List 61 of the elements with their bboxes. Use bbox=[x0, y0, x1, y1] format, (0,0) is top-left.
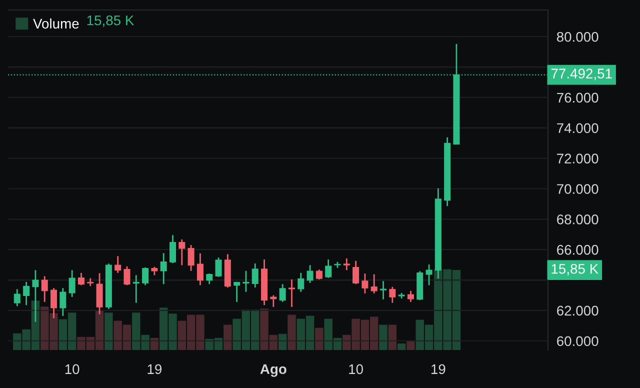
candlestick bbox=[160, 252, 167, 285]
candlestick bbox=[178, 238, 186, 266]
y-tick-label: 66.000 bbox=[557, 244, 598, 255]
candlestick bbox=[60, 287, 66, 317]
candlestick bbox=[279, 283, 286, 303]
ref-line-label: 77.492,51 bbox=[551, 68, 612, 80]
candlestick bbox=[407, 290, 414, 303]
bar bbox=[379, 324, 388, 350]
candlestick bbox=[298, 272, 304, 293]
bar bbox=[104, 312, 113, 350]
candlestick bbox=[316, 268, 322, 280]
bar bbox=[278, 334, 287, 350]
y2-tick-label: 15,85 K bbox=[552, 264, 598, 276]
annotation: 15,85 K bbox=[87, 15, 134, 27]
candlestick bbox=[380, 280, 387, 300]
bar bbox=[406, 340, 415, 350]
x-tick-label: 10 bbox=[65, 364, 80, 374]
candlestick bbox=[234, 281, 240, 303]
candlestick bbox=[252, 262, 258, 288]
x-tick-label: Ago bbox=[260, 364, 286, 377]
candlestick bbox=[306, 264, 314, 284]
legend-label: Volume bbox=[33, 18, 79, 29]
candlestick bbox=[206, 272, 213, 285]
candlestick bbox=[343, 258, 350, 271]
y-tick-label: 70.000 bbox=[557, 184, 598, 194]
bar bbox=[315, 328, 324, 350]
x-tick-label: 19 bbox=[148, 364, 162, 374]
candlestick bbox=[132, 274, 140, 304]
candlestick bbox=[325, 258, 332, 279]
bar bbox=[288, 314, 296, 350]
y-tick-label: 80.000 bbox=[556, 32, 598, 42]
candlestick bbox=[426, 264, 432, 286]
candlestick bbox=[352, 260, 360, 285]
candlestick bbox=[362, 272, 368, 294]
candlestick bbox=[389, 286, 396, 304]
y-tick-label: 76.000 bbox=[557, 92, 598, 103]
candlestick bbox=[288, 278, 295, 308]
candlestick bbox=[124, 266, 130, 286]
candlestick bbox=[169, 234, 176, 264]
x-tick-label: 19 bbox=[432, 364, 446, 374]
candlestick bbox=[114, 255, 122, 274]
candlestick bbox=[188, 244, 194, 272]
y-tick-label: 74.000 bbox=[557, 123, 598, 134]
y-tick-label: 62.000 bbox=[557, 306, 598, 316]
y-tick-label: 72.000 bbox=[557, 154, 598, 164]
candlestick bbox=[14, 288, 20, 307]
candlestick bbox=[196, 252, 204, 286]
candlestick bbox=[215, 256, 222, 278]
candlestick bbox=[242, 270, 250, 293]
bar bbox=[397, 343, 406, 350]
candlestick bbox=[142, 266, 149, 286]
candlestick bbox=[370, 274, 378, 294]
y-tick-label: 68.000 bbox=[557, 214, 598, 224]
candlestick bbox=[68, 269, 76, 298]
candlestick bbox=[23, 281, 30, 306]
candlestick bbox=[41, 276, 48, 303]
bar bbox=[224, 324, 232, 350]
x-tick-label: 10 bbox=[349, 364, 363, 374]
candlestick bbox=[78, 272, 84, 286]
bar bbox=[388, 324, 397, 350]
y-tick-label: 60.000 bbox=[557, 336, 598, 346]
